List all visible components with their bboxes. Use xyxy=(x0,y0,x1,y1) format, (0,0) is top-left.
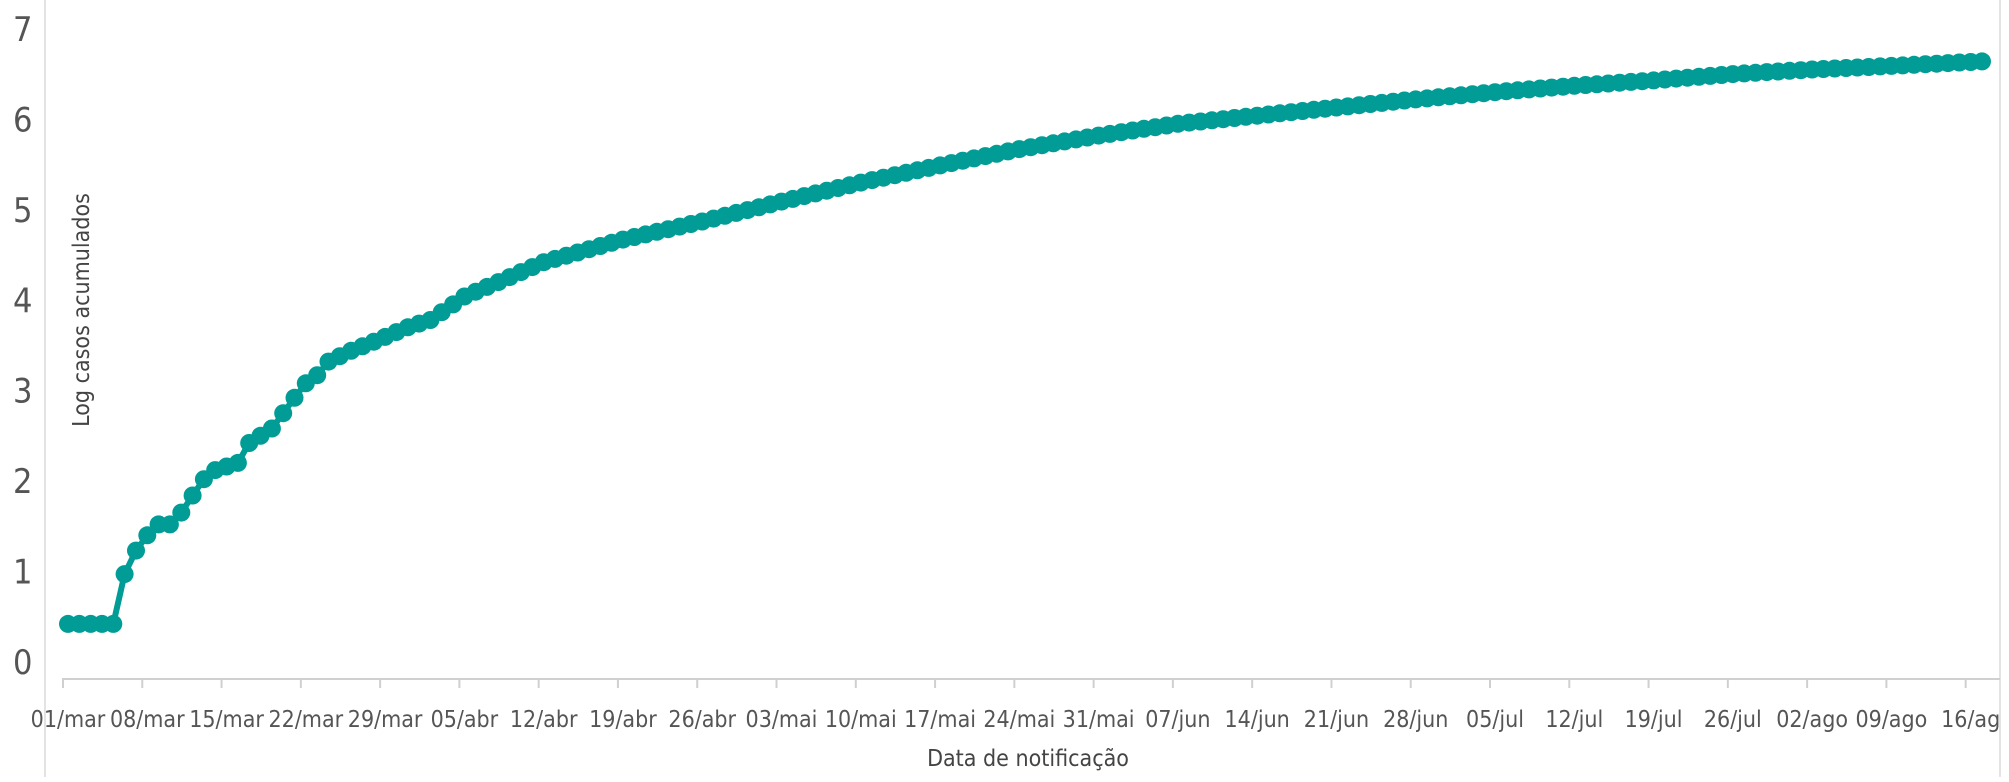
y-tick-label: 1 xyxy=(13,553,32,593)
x-tick-label: 01/mar xyxy=(31,707,106,733)
x-tick-label: 10/mai xyxy=(825,707,897,733)
x-tick-label: 02/ago xyxy=(1776,707,1848,733)
y-axis-title: Log casos acumulados xyxy=(69,193,95,427)
y-tick-label: 4 xyxy=(13,281,32,321)
x-tick-label: 31/mai xyxy=(1063,707,1135,733)
x-axis-title: Data de notificação xyxy=(927,746,1129,772)
x-tick-label: 19/abr xyxy=(589,707,657,733)
x-tick-label: 17/mai xyxy=(904,707,976,733)
data-point xyxy=(172,503,191,522)
x-tick-label: 22/mar xyxy=(269,707,344,733)
y-tick-label: 2 xyxy=(13,462,32,502)
data-point xyxy=(115,565,134,584)
y-tick-labels: 0 1 2 3 4 5 6 7 xyxy=(13,10,32,683)
x-tick-label: 28/jun xyxy=(1383,707,1448,733)
x-tick-labels: 01/mar 08/mar 15/mar 22/mar 29/mar 05/abr 12/a… xyxy=(31,707,2001,733)
x-tick-label: 19/jul xyxy=(1625,707,1683,733)
x-tick-marks xyxy=(62,679,1967,688)
x-tick-label: 24/mai xyxy=(983,707,1055,733)
data-point xyxy=(262,419,281,438)
y-tick-label: 5 xyxy=(13,191,32,231)
x-tick-label: 15/mar xyxy=(189,707,264,733)
y-tick-label: 7 xyxy=(13,10,32,50)
data-point xyxy=(285,388,304,407)
x-tick-label: 29/mar xyxy=(348,707,423,733)
x-tick-label: 26/jul xyxy=(1704,707,1762,733)
x-tick-label: 09/ago xyxy=(1856,707,1928,733)
x-tick-label: 05/abr xyxy=(431,707,499,733)
y-tick-label: 6 xyxy=(13,100,32,140)
x-tick-label: 21/jun xyxy=(1304,707,1369,733)
data-point xyxy=(160,515,179,534)
y-tick-label: 3 xyxy=(13,372,32,412)
x-tick-label: 16/ag xyxy=(1941,707,2000,733)
y-tick-label: 0 xyxy=(13,643,32,683)
x-tick-label: 03/mai xyxy=(746,707,818,733)
data-point xyxy=(308,366,327,385)
data-point xyxy=(104,614,123,633)
data-point xyxy=(1973,52,1991,71)
x-tick-label: 08/mar xyxy=(110,707,185,733)
data-point xyxy=(138,526,157,545)
x-tick-label: 14/jun xyxy=(1225,707,1290,733)
data-point xyxy=(274,404,293,423)
x-tick-label: 12/abr xyxy=(510,707,578,733)
x-tick-label: 26/abr xyxy=(668,707,736,733)
data-points xyxy=(59,52,1991,633)
x-tick-label: 12/jul xyxy=(1545,707,1603,733)
data-point xyxy=(183,486,202,505)
x-tick-label: 05/jul xyxy=(1466,707,1524,733)
data-point xyxy=(228,453,247,472)
x-tick-label: 07/jun xyxy=(1145,707,1210,733)
data-point xyxy=(127,541,145,560)
